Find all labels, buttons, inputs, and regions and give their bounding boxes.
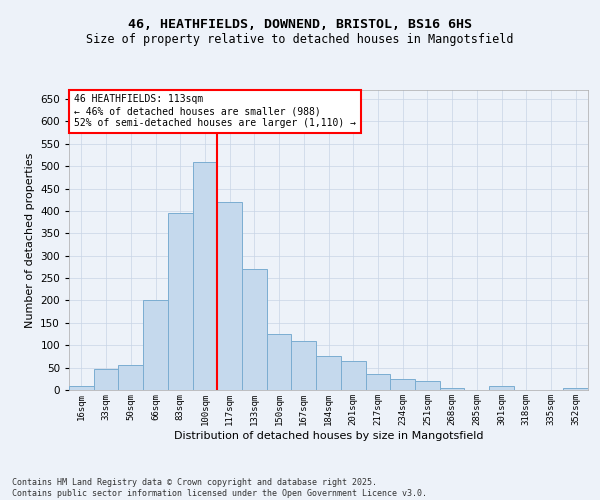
Bar (168, 213, 193, 390)
Bar (341, 361, 365, 390)
Bar (316, 356, 341, 390)
X-axis label: Distribution of detached houses by size in Mangotsfield: Distribution of detached houses by size … (174, 430, 483, 440)
Bar (440, 388, 464, 390)
Bar (143, 300, 168, 390)
Bar (267, 334, 292, 390)
Y-axis label: Number of detached properties: Number of detached properties (25, 152, 35, 328)
Bar (193, 162, 217, 390)
Bar (118, 366, 143, 390)
Bar (390, 379, 415, 390)
Bar (94, 368, 118, 390)
Bar (69, 386, 94, 390)
Text: 46, HEATHFIELDS, DOWNEND, BRISTOL, BS16 6HS: 46, HEATHFIELDS, DOWNEND, BRISTOL, BS16 … (128, 18, 472, 30)
Text: 46 HEATHFIELDS: 113sqm
← 46% of detached houses are smaller (988)
52% of semi-de: 46 HEATHFIELDS: 113sqm ← 46% of detached… (74, 94, 356, 128)
Text: Size of property relative to detached houses in Mangotsfield: Size of property relative to detached ho… (86, 32, 514, 46)
Bar (415, 381, 440, 390)
Bar (365, 374, 390, 390)
Text: Contains HM Land Registry data © Crown copyright and database right 2025.
Contai: Contains HM Land Registry data © Crown c… (12, 478, 427, 498)
Bar (242, 269, 267, 390)
Bar (217, 202, 242, 390)
Bar (292, 340, 316, 390)
Bar (489, 386, 514, 390)
Bar (563, 388, 588, 390)
